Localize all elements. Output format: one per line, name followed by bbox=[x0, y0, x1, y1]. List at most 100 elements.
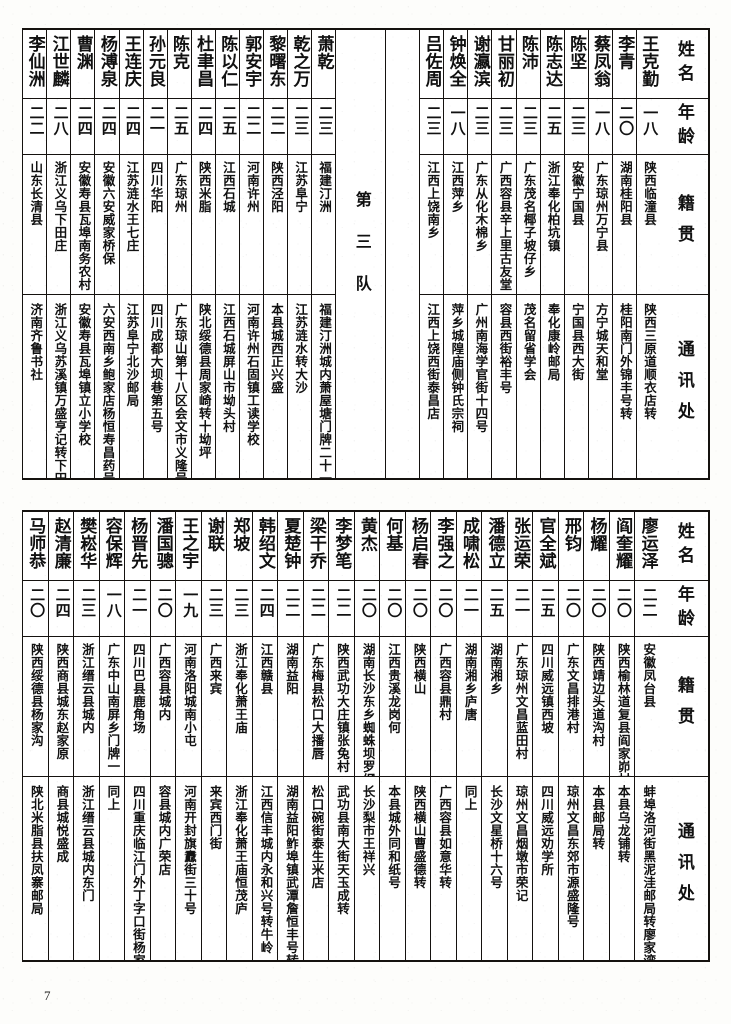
entry-name: 梁干乔 bbox=[306, 517, 326, 570]
entry-name-cell: 潘国骢 bbox=[151, 512, 176, 580]
entry-address-cell: 同上 bbox=[99, 776, 125, 960]
entry-native-place: 广西容县鼎村 bbox=[437, 643, 452, 721]
entry-native-place-cell: 广西容县城内 bbox=[150, 636, 176, 776]
entry-native-place: 福建汀洲 bbox=[317, 161, 332, 213]
roster-entry-column: 杨晋先 二一 四川巴县鹿角场 四川重庆临江门外丁字口街杨家院 bbox=[124, 512, 150, 960]
entry-age: 二三 bbox=[496, 105, 513, 136]
table-spacer-column bbox=[385, 30, 420, 478]
page-number: 7 bbox=[44, 988, 51, 1003]
entry-address: 浙江缙云县城内东门 bbox=[79, 785, 94, 902]
header-cell-age: 年龄 bbox=[660, 580, 708, 636]
entry-native-place: 山东长清县 bbox=[28, 161, 43, 226]
entry-age: 二四 bbox=[257, 587, 274, 618]
roster-entry-column: 阎奎耀 二〇 陕西榆林道复县阎家峁村 本县乌龙铺转 bbox=[608, 512, 635, 960]
team-label-column: 第三队 bbox=[335, 30, 386, 478]
header-label-native-place: 籍贯 bbox=[674, 193, 694, 256]
entry-native-place-cell: 河南洛阳城南小屯 bbox=[176, 636, 201, 776]
entry-address-cell: 萍乡城隍庙侧钟氏宗祠 bbox=[444, 294, 468, 478]
entry-name-cell: 梁干乔 bbox=[304, 512, 329, 580]
entry-address: 安徽寿县瓦埠镇立小学校 bbox=[76, 303, 91, 446]
roster-entry-column: 谢联 二三 广西来宾 来宾西门街 bbox=[200, 512, 227, 960]
entry-native-place: 陕西榆林道复县阎家峁村 bbox=[615, 643, 630, 776]
entry-name: 李强之 bbox=[434, 517, 454, 570]
entry-name: 曹渊 bbox=[73, 35, 93, 70]
entry-native-place: 河南许州 bbox=[244, 161, 259, 213]
entry-address-cell: 六安西南乡鲍家店杨恒寿昌药号 bbox=[95, 294, 119, 478]
entry-age-cell: 二八 bbox=[47, 98, 71, 154]
entry-age: 一八 bbox=[641, 105, 658, 136]
entry-name-cell: 陈坚 bbox=[565, 30, 588, 98]
entry-address: 浙江义乌苏溪镇万盛亨记转下田市 bbox=[52, 303, 67, 478]
entry-name: 李青 bbox=[615, 35, 635, 70]
entry-address: 广州南海学官街十四号 bbox=[473, 303, 488, 433]
entry-name-cell: 容保辉 bbox=[100, 512, 125, 580]
entry-name: 李仙洲 bbox=[25, 35, 45, 88]
entry-native-place-cell: 福建汀洲 bbox=[312, 154, 336, 294]
entry-address-cell: 长沙文星桥十六号 bbox=[482, 776, 507, 960]
entry-name: 樊崧华 bbox=[77, 517, 97, 570]
roster-entry-column: 李仙洲 二二 山东长清县 济南齐鲁书社 bbox=[22, 30, 47, 478]
entry-native-place: 湖南长沙东乡蜘蛛坝罗纲 bbox=[360, 643, 375, 776]
entry-native-place-cell: 陕西商县城东赵家原 bbox=[48, 636, 74, 776]
entry-name-cell: 李青 bbox=[613, 30, 636, 98]
entry-native-place-cell: 江西石城 bbox=[215, 154, 239, 294]
entry-age: 二二 bbox=[640, 587, 657, 618]
entry-address: 方宁城天和堂 bbox=[593, 303, 608, 381]
entry-native-place: 广西容县辛上里古友堂 bbox=[497, 161, 512, 291]
entry-name: 王克勤 bbox=[639, 35, 659, 88]
entry-native-place-cell: 广西来宾 bbox=[201, 636, 227, 776]
entry-native-place: 安徽六安威家桥保 bbox=[100, 161, 115, 265]
entry-native-place-cell: 陕西米脂 bbox=[191, 154, 215, 294]
entry-address-cell: 河南许州石固镇工读学校 bbox=[239, 294, 263, 478]
entry-address: 四川重庆临江门外丁字口街杨家院 bbox=[130, 785, 145, 960]
entry-age: 一八 bbox=[593, 105, 610, 136]
header-label-name: 姓名 bbox=[674, 40, 694, 88]
entry-age: 二四 bbox=[123, 105, 140, 136]
entry-address-cell: 本县乌龙铺转 bbox=[609, 776, 635, 960]
entry-address-cell: 琼州文昌东郊市源盛隆号 bbox=[558, 776, 584, 960]
entry-name-cell: 成啸松 bbox=[457, 512, 482, 580]
roster-table-top: 姓名 年龄 籍贯 通讯处 王克勤 一八 陕西临潼县 陕西三原道顺衣店转 李青 二〇 湖南桂阳… bbox=[22, 28, 710, 480]
roster-entry-column: 潘国骢 二〇 广西容县城内 容县城内广荣店 bbox=[149, 512, 176, 960]
entry-name-cell: 赵清廉 bbox=[49, 512, 74, 580]
entry-name-cell: 杨晋先 bbox=[125, 512, 150, 580]
entry-native-place-cell: 湖南湘乡 bbox=[482, 636, 507, 776]
entry-address-cell: 陕西三原道顺衣店转 bbox=[636, 294, 660, 478]
entry-age: 二二 bbox=[283, 587, 300, 618]
entry-native-place: 安徽凤台县 bbox=[641, 643, 656, 708]
roster-entry-column: 王连庆 二四 江苏涟水王七庄 江苏阜宁北沙邮局 bbox=[118, 30, 143, 478]
entry-age-cell: 二一 bbox=[125, 580, 150, 636]
entry-native-place-cell: 江西上饶南乡 bbox=[420, 154, 444, 294]
entry-native-place-cell: 浙江奉化萧王庙 bbox=[227, 636, 252, 776]
entry-age: 二〇 bbox=[155, 587, 172, 618]
entry-address-cell: 桂阳南门外锦丰号转 bbox=[612, 294, 636, 478]
entry-name-cell: 邢钧 bbox=[559, 512, 584, 580]
roster-entry-column: 王之宇 一九 河南洛阳城南小屯 河南开封旗纛街三十号 bbox=[175, 512, 201, 960]
entry-name: 廖运泽 bbox=[638, 517, 658, 570]
entry-age: 二三 bbox=[206, 587, 223, 618]
entry-name: 韩绍文 bbox=[255, 517, 275, 570]
entry-address-cell: 广西容县如意华转 bbox=[431, 776, 456, 960]
entry-native-place: 湖南湘乡庐唐 bbox=[462, 643, 477, 721]
entry-age: 二二 bbox=[334, 587, 351, 618]
entry-native-place: 广东文昌排港村 bbox=[564, 643, 579, 734]
entry-address: 本县城西正兴盛 bbox=[269, 303, 284, 394]
roster-entry-column: 樊崧华 二三 浙江缙云县城内 浙江缙云县城内东门 bbox=[73, 512, 99, 960]
entry-age-cell: 二五 bbox=[533, 580, 558, 636]
entry-name-cell: 陈志达 bbox=[541, 30, 564, 98]
entry-native-place-cell: 陕西泾阳 bbox=[263, 154, 288, 294]
entry-age: 二三 bbox=[292, 105, 309, 136]
entry-age-cell: 一九 bbox=[176, 580, 201, 636]
entry-name-cell: 李仙洲 bbox=[23, 30, 46, 98]
team-label-wrapper: 第三队 bbox=[336, 30, 385, 478]
entry-address: 江西上饶西街泰昌店 bbox=[425, 303, 440, 420]
entry-age-cell: 二〇 bbox=[558, 580, 584, 636]
entry-native-place: 广西来宾 bbox=[207, 643, 222, 695]
entry-native-place-cell: 河南许州 bbox=[239, 154, 263, 294]
entry-age: 二〇 bbox=[436, 587, 453, 618]
entry-age-cell: 二四 bbox=[252, 580, 278, 636]
entry-native-place-cell: 陕西临潼县 bbox=[636, 154, 660, 294]
entry-name: 江世麟 bbox=[49, 35, 69, 88]
entry-age: 一九 bbox=[181, 587, 198, 618]
entry-native-place-cell: 山东长清县 bbox=[23, 154, 47, 294]
